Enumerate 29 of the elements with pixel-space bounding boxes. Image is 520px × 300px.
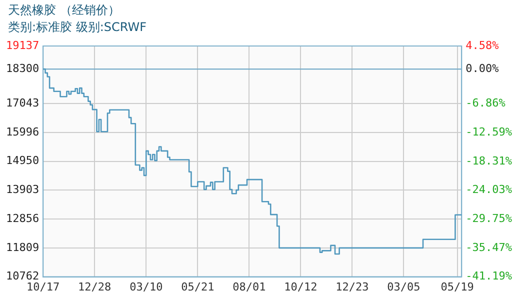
y2-tick-label: -35.47% [466, 240, 512, 254]
y-tick-label: 17043 [6, 96, 40, 110]
y-tick-label: 19137 [6, 38, 40, 52]
x-tick-label: 10/12 [284, 280, 318, 294]
y-tick-label: 12856 [6, 212, 40, 225]
x-tick-label: 05/19 [440, 280, 474, 294]
x-tick-label: 08/01 [232, 280, 266, 294]
x-tick-label: 05/21 [181, 280, 214, 294]
y2-tick-label: 0.00% [466, 62, 500, 75]
y2-tick-label: -12.59% [466, 125, 512, 138]
x-tick-label: 12/28 [78, 280, 112, 294]
chart-title: 天然橡胶 （经销价） [8, 2, 121, 19]
x-tick-label: 12/23 [336, 280, 369, 294]
y-tick-label: 14950 [6, 154, 40, 168]
y-tick-label: 11809 [6, 240, 40, 254]
y2-tick-label: -41.19% [466, 270, 512, 283]
x-tick-label: 03/05 [387, 280, 420, 294]
y2-tick-label: -6.86% [466, 96, 506, 110]
y2-tick-label: -29.75% [466, 212, 512, 225]
x-tick-label: 10/17 [26, 280, 60, 294]
y2-tick-label: -18.31% [466, 154, 512, 168]
x-tick-label: 03/10 [130, 280, 163, 294]
y-tick-label: 13903 [6, 183, 40, 196]
y-tick-label: 18300 [6, 62, 40, 75]
y-tick-label: 15996 [6, 125, 40, 138]
chart-subtitle: 类别:标准胶 级别:SCRWF [8, 19, 147, 36]
y2-tick-label: -24.03% [466, 183, 512, 196]
y-tick-label: 10762 [6, 270, 40, 283]
y2-tick-label: 4.58% [466, 38, 500, 52]
